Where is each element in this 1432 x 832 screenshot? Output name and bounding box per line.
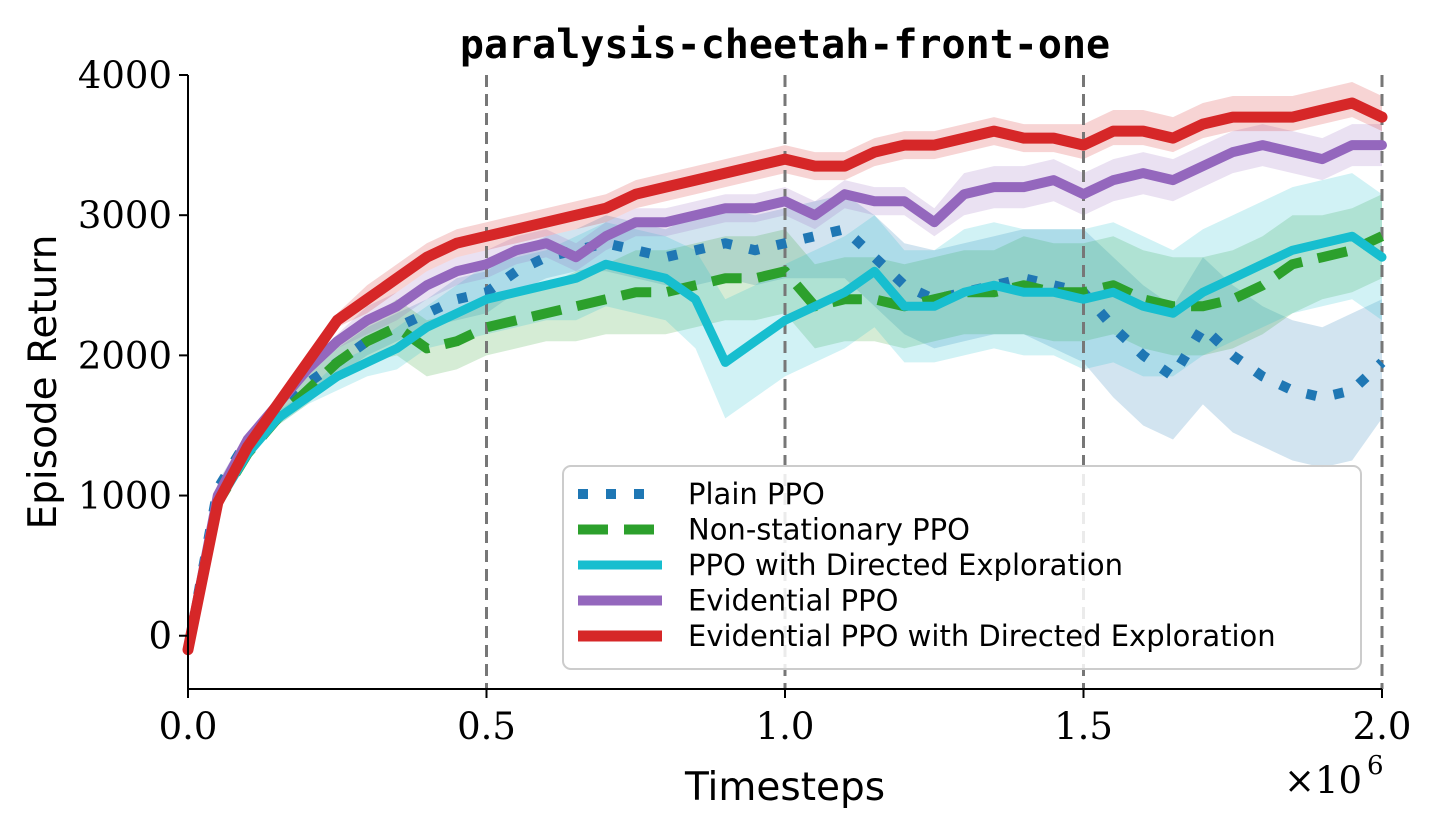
x-ticks: 0.0 0.5 1.0 1.5 2.0 <box>159 689 1412 748</box>
legend-label: Non-stationary PPO <box>688 513 970 547</box>
legend-label: PPO with Directed Exploration <box>688 548 1123 582</box>
y-ticks: 0 1000 2000 3000 4000 <box>78 54 188 658</box>
legend-label: Plain PPO <box>688 477 825 511</box>
y-tick-label: 1000 <box>78 475 172 518</box>
legend-label: Evidential PPO with Directed Exploration <box>688 619 1276 653</box>
y-tick-label: 2000 <box>78 334 172 377</box>
x-scale-exponent: 6 <box>1367 751 1384 781</box>
series-ppo-with-directed-exploration <box>183 231 1387 655</box>
x-tick-label: 0.5 <box>457 705 516 748</box>
series-evidential-ppo-with-directed-exploration <box>182 97 1388 656</box>
chart-title: paralysis-cheetah-front-one <box>460 22 1110 68</box>
series-lines <box>182 97 1388 656</box>
reference-lines <box>485 75 1384 689</box>
band-evidential-ppo-with-directed-exploration <box>188 82 1382 650</box>
y-axis-label: Episode Return <box>21 235 66 530</box>
series-non-stationary-ppo <box>183 231 1385 651</box>
series-evidential-ppo <box>183 140 1387 655</box>
legend-box <box>562 465 1362 670</box>
x-tick-label: 0.0 <box>159 705 218 748</box>
x-axis-label: Timesteps <box>684 765 885 810</box>
y-tick-label: 0 <box>148 615 172 658</box>
y-tick-label: 3000 <box>78 194 172 237</box>
x-tick-label: 1.5 <box>1054 705 1113 748</box>
x-tick-label: 1.0 <box>756 705 815 748</box>
legend-label: Evidential PPO <box>688 584 898 618</box>
x-tick-label: 2.0 <box>1353 705 1412 748</box>
x-scale-multiplier: ×10 <box>1284 759 1362 802</box>
y-tick-label: 4000 <box>78 54 172 97</box>
